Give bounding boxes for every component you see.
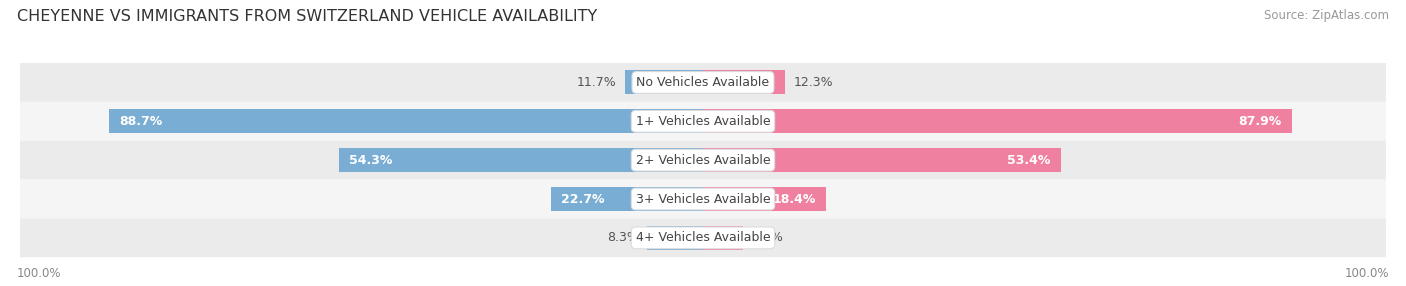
Bar (551, 187, 703, 211)
Text: 3+ Vehicles Available: 3+ Vehicles Available (636, 192, 770, 206)
Bar (703, 109, 1292, 133)
Text: 22.7%: 22.7% (561, 192, 605, 206)
Text: 1+ Vehicles Available: 1+ Vehicles Available (636, 115, 770, 128)
Text: 5.9%: 5.9% (751, 231, 782, 244)
Text: 18.4%: 18.4% (773, 192, 815, 206)
Bar (647, 226, 703, 250)
Bar (703, 226, 742, 250)
FancyBboxPatch shape (20, 219, 1386, 257)
Text: 100.0%: 100.0% (17, 267, 62, 280)
Text: 8.3%: 8.3% (607, 231, 640, 244)
Bar (110, 109, 703, 133)
Text: 88.7%: 88.7% (120, 115, 163, 128)
Text: CHEYENNE VS IMMIGRANTS FROM SWITZERLAND VEHICLE AVAILABILITY: CHEYENNE VS IMMIGRANTS FROM SWITZERLAND … (17, 9, 598, 23)
Bar (703, 187, 827, 211)
Text: 11.7%: 11.7% (576, 76, 617, 89)
Text: 4+ Vehicles Available: 4+ Vehicles Available (636, 231, 770, 244)
Text: 54.3%: 54.3% (350, 154, 392, 167)
FancyBboxPatch shape (20, 180, 1386, 219)
Text: Source: ZipAtlas.com: Source: ZipAtlas.com (1264, 9, 1389, 21)
Bar (339, 148, 703, 172)
Text: 53.4%: 53.4% (1007, 154, 1050, 167)
FancyBboxPatch shape (20, 102, 1386, 141)
FancyBboxPatch shape (20, 63, 1386, 102)
Text: 87.9%: 87.9% (1239, 115, 1281, 128)
Bar (703, 70, 786, 94)
FancyBboxPatch shape (20, 141, 1386, 180)
Text: 12.3%: 12.3% (793, 76, 832, 89)
Bar (624, 70, 703, 94)
Text: 2+ Vehicles Available: 2+ Vehicles Available (636, 154, 770, 167)
Text: 100.0%: 100.0% (1344, 267, 1389, 280)
Bar (703, 148, 1060, 172)
Text: No Vehicles Available: No Vehicles Available (637, 76, 769, 89)
